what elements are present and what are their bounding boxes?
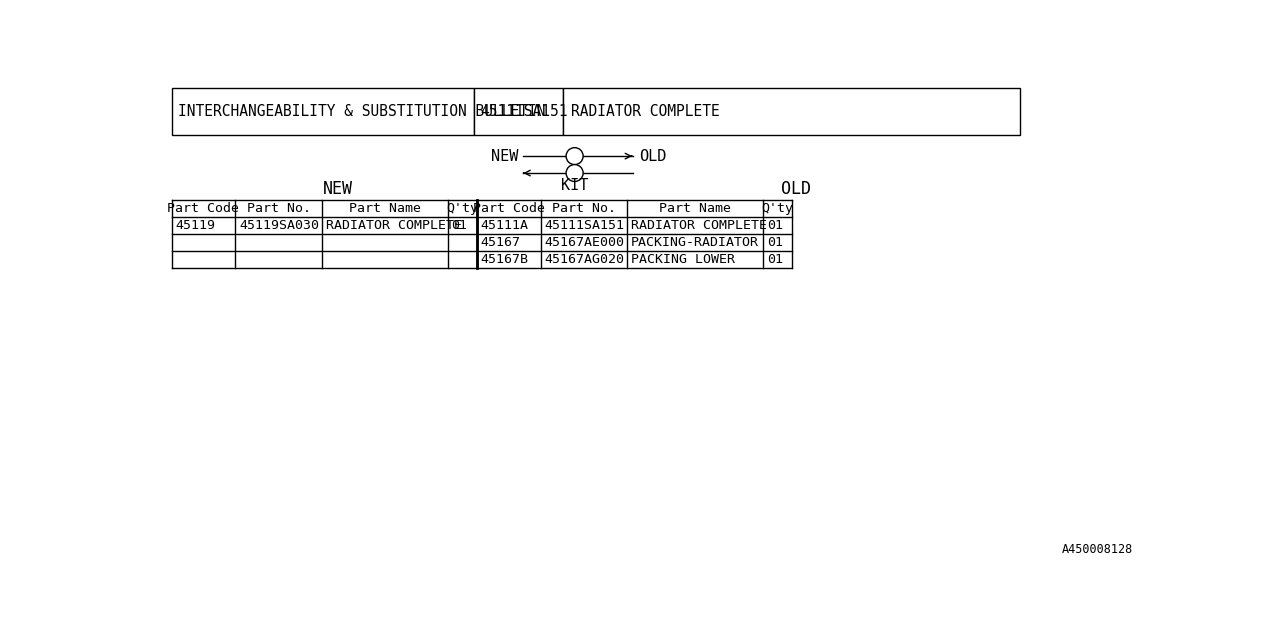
Text: 45111SA151: 45111SA151 <box>480 104 567 119</box>
Text: RADIATOR COMPLETE: RADIATOR COMPLETE <box>631 219 767 232</box>
Circle shape <box>566 164 584 182</box>
Text: OLD: OLD <box>639 148 667 164</box>
Text: NEW: NEW <box>492 148 518 164</box>
Text: Part Name: Part Name <box>659 202 731 215</box>
Text: RADIATOR COMPLETE: RADIATOR COMPLETE <box>571 104 719 119</box>
Text: Q'ty: Q'ty <box>762 202 794 215</box>
Text: 45111SA151: 45111SA151 <box>544 219 625 232</box>
Text: Part No.: Part No. <box>552 202 616 215</box>
Text: A450008128: A450008128 <box>1061 543 1133 556</box>
Text: 01: 01 <box>767 236 783 249</box>
Text: RADIATOR COMPLETE: RADIATOR COMPLETE <box>326 219 462 232</box>
Text: OLD: OLD <box>781 180 810 198</box>
Text: 45167AG020: 45167AG020 <box>544 253 625 266</box>
Circle shape <box>566 148 584 164</box>
Text: Part Code: Part Code <box>472 202 545 215</box>
Text: Part Code: Part Code <box>168 202 239 215</box>
Text: 45167AE000: 45167AE000 <box>544 236 625 249</box>
Text: Part No.: Part No. <box>247 202 311 215</box>
Text: 45111A: 45111A <box>481 219 529 232</box>
Text: PACKING-RADIATOR: PACKING-RADIATOR <box>631 236 759 249</box>
Text: KIT: KIT <box>561 178 589 193</box>
Text: 45167B: 45167B <box>481 253 529 266</box>
Text: 01: 01 <box>767 219 783 232</box>
Text: 01: 01 <box>767 253 783 266</box>
Text: INTERCHANGEABILITY & SUBSTITUTION BULLETIN: INTERCHANGEABILITY & SUBSTITUTION BULLET… <box>178 104 545 119</box>
Text: Q'ty: Q'ty <box>447 202 479 215</box>
Text: Part Name: Part Name <box>348 202 421 215</box>
Bar <box>172 88 474 134</box>
Bar <box>563 88 1020 134</box>
Text: 45119SA030: 45119SA030 <box>239 219 319 232</box>
Text: 45167: 45167 <box>481 236 521 249</box>
Text: NEW: NEW <box>324 180 353 198</box>
Text: 45119: 45119 <box>175 219 215 232</box>
Bar <box>474 88 563 134</box>
Text: 01: 01 <box>452 219 467 232</box>
Text: PACKING LOWER: PACKING LOWER <box>631 253 735 266</box>
